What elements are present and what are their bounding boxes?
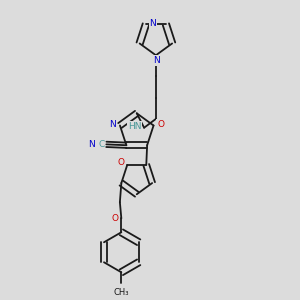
Text: O: O <box>158 119 164 128</box>
Text: HN: HN <box>128 122 141 131</box>
Text: N: N <box>88 140 94 149</box>
Text: N: N <box>110 119 116 128</box>
Text: O: O <box>111 214 118 223</box>
Text: N: N <box>149 19 156 28</box>
Text: CH₃: CH₃ <box>114 288 129 297</box>
Text: C: C <box>98 140 104 149</box>
Text: O: O <box>117 158 124 166</box>
Text: N: N <box>153 56 160 65</box>
